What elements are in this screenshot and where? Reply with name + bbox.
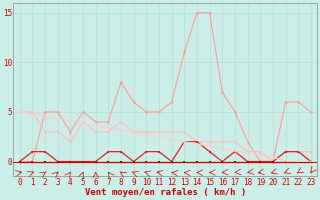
X-axis label: Vent moyen/en rafales ( km/h ): Vent moyen/en rafales ( km/h ) (85, 188, 246, 197)
